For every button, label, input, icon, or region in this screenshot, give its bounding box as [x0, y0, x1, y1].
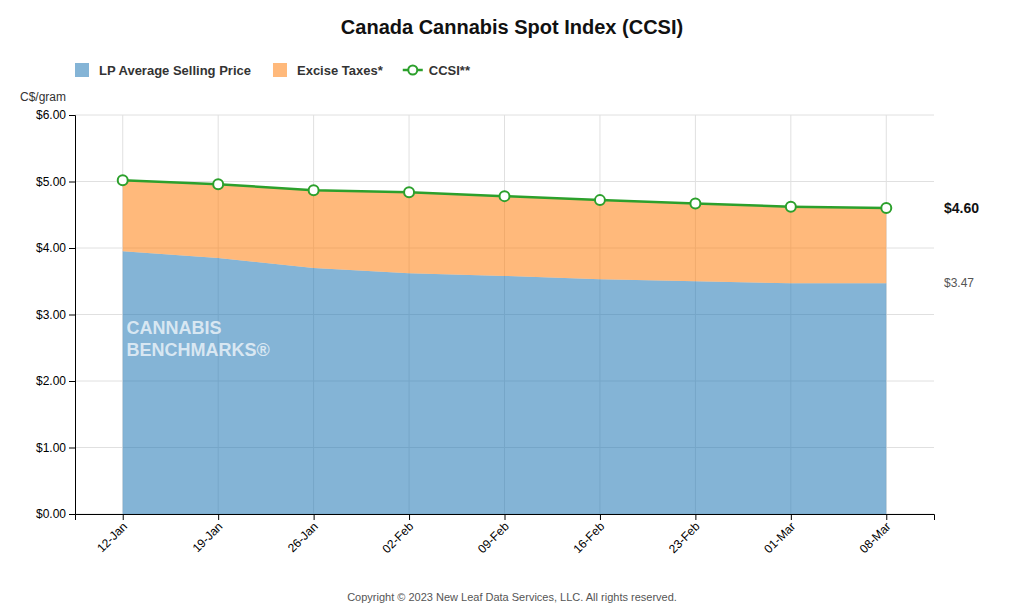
- tick-mark: [69, 182, 75, 183]
- tick-mark: [69, 448, 75, 449]
- tick-label: 02-Feb: [380, 519, 417, 556]
- title: Canada Cannabis Spot Index (CCSI): [341, 16, 683, 38]
- legend-label: CCSI**: [429, 63, 471, 78]
- watermark: BENCHMARKS®: [127, 340, 270, 360]
- tick: 23-Feb: [666, 514, 703, 556]
- tick: $5.00: [36, 175, 75, 189]
- tick-mark: [69, 115, 75, 116]
- tick-mark: [69, 381, 75, 382]
- tick: 16-Feb: [570, 514, 607, 556]
- tick-label: 09-Feb: [475, 519, 512, 556]
- tick-label: $2.00: [36, 374, 66, 388]
- tick-label: 16-Feb: [570, 519, 607, 556]
- chart-container: $0.00 $1.00 $2.00 $3.00 $4.00 $5.00 $6.00 12-Ja…: [0, 0, 1024, 609]
- tick-mark: [69, 315, 75, 316]
- tick: $4.00: [36, 241, 75, 255]
- line: [123, 180, 887, 208]
- marker: [404, 187, 414, 197]
- plot-area: [118, 175, 892, 514]
- tick-label: $6.00: [36, 108, 66, 122]
- tick-label: $4.00: [36, 241, 66, 255]
- tick-label: 08-Mar: [857, 519, 894, 556]
- legend-item: CCSI**: [403, 63, 471, 78]
- legend-label: Excise Taxes*: [297, 63, 384, 78]
- axis-line: [76, 515, 935, 521]
- tick-label: 26-Jan: [285, 519, 321, 555]
- tick: $3.00: [36, 308, 75, 322]
- annotation: $4.60: [944, 200, 979, 216]
- y-axis: $0.00 $1.00 $2.00 $3.00 $4.00 $5.00 $6.00: [36, 108, 76, 521]
- tick-label: $0.00: [36, 507, 66, 521]
- tick: 12-Jan: [94, 514, 130, 555]
- legend-swatch: [75, 63, 89, 77]
- legend-label: LP Average Selling Price: [99, 63, 251, 78]
- axis-line: [69, 116, 76, 515]
- tick: $6.00: [36, 108, 75, 122]
- tick-label: $3.00: [36, 308, 66, 322]
- tick: $1.00: [36, 441, 75, 455]
- watermark: CANNABIS: [127, 318, 222, 338]
- axis-title: C$/gram: [20, 90, 66, 104]
- grid: [75, 115, 934, 514]
- tick-label: 19-Jan: [190, 519, 226, 555]
- chart: $0.00 $1.00 $2.00 $3.00 $4.00 $5.00 $6.00 12-Ja…: [0, 0, 1024, 609]
- marker: [118, 175, 128, 185]
- tick: $0.00: [36, 507, 75, 521]
- marker: [690, 198, 700, 208]
- tick: 19-Jan: [190, 514, 226, 555]
- tick-mark: [505, 514, 506, 520]
- annotation: $3.47: [944, 276, 974, 290]
- tick-label: $5.00: [36, 175, 66, 189]
- tick: 02-Feb: [380, 514, 417, 556]
- tick-mark: [69, 248, 75, 249]
- legend-item: LP Average Selling Price: [75, 63, 251, 78]
- tick-mark: [600, 514, 601, 520]
- marker: [595, 195, 605, 205]
- tick-mark: [886, 514, 887, 520]
- tick-mark: [695, 514, 696, 520]
- tick: 08-Mar: [857, 514, 894, 556]
- tick-mark: [409, 514, 410, 520]
- marker: [881, 203, 891, 213]
- legend-marker: [408, 66, 417, 75]
- marker: [500, 191, 510, 201]
- tick-mark: [791, 514, 792, 520]
- legend-item: Excise Taxes*: [273, 63, 384, 78]
- marker: [786, 202, 796, 212]
- marker: [213, 179, 223, 189]
- marker: [309, 185, 319, 195]
- legend: LP Average Selling Price Excise Taxes* CCS…: [75, 63, 471, 78]
- tick: $2.00: [36, 374, 75, 388]
- x-axis: 12-Jan 19-Jan 26-Jan 02-Feb 09-Feb 16-Feb 23-F…: [76, 514, 935, 556]
- tick: 26-Jan: [285, 514, 321, 555]
- tick-mark: [123, 514, 124, 520]
- tick-label: $1.00: [36, 441, 66, 455]
- tick-mark: [69, 514, 75, 515]
- tick-label: 12-Jan: [94, 519, 130, 555]
- tick-mark: [218, 514, 219, 520]
- tick-label: 23-Feb: [666, 519, 703, 556]
- tick-label: 01-Mar: [761, 519, 798, 556]
- area: [123, 251, 887, 514]
- legend-swatch: [273, 63, 287, 77]
- tick: 09-Feb: [475, 514, 512, 556]
- footnote: Copyright © 2023 New Leaf Data Services,…: [347, 591, 677, 603]
- tick-mark: [314, 514, 315, 520]
- area: [123, 180, 887, 283]
- tick: 01-Mar: [761, 514, 798, 556]
